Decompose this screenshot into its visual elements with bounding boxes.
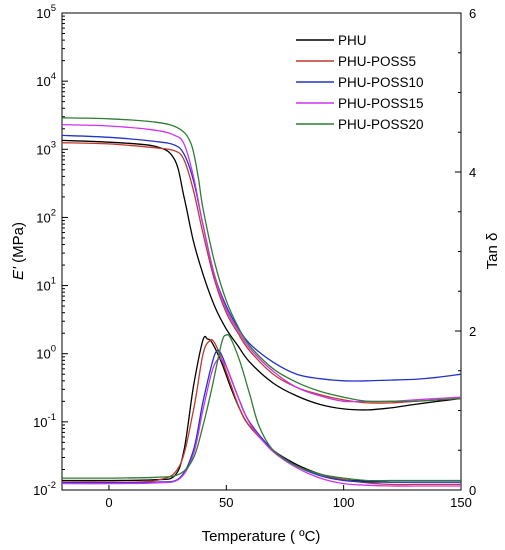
legend-label: PHU-POSS10	[338, 75, 424, 90]
modulus-curve	[61, 123, 462, 403]
tan-delta-curve	[61, 358, 461, 487]
y-left-axis-title: E' (MPa)	[10, 222, 27, 280]
tan-delta-curve	[61, 349, 461, 484]
tan-delta-curve	[61, 338, 462, 486]
modulus-curve	[61, 139, 462, 411]
modulus-curve	[61, 117, 462, 403]
y-left-axis-symbol: E'	[10, 266, 27, 280]
x-tick-label: 150	[450, 495, 472, 510]
x-tick-label: 100	[333, 495, 355, 510]
x-tick-label: 50	[219, 495, 233, 510]
legend-label: PHU-POSS15	[338, 96, 424, 111]
series-curves	[61, 117, 462, 487]
y-right-tick-label: 2	[469, 324, 476, 339]
x-tick-label: 0	[105, 495, 112, 510]
y-right-tick-label: 6	[469, 6, 476, 21]
x-axis-title: Temperature ( ºC)	[202, 528, 321, 545]
legend-label: PHU	[338, 33, 367, 48]
y-left-axis-unit: (MPa)	[10, 222, 27, 267]
y-right-axis-title: Tan δ	[484, 233, 501, 270]
legend: PHU PHU-POSS5 PHU-POSS10 PHU-POSS15 PHU-POSS…	[296, 33, 424, 132]
legend-label: PHU-POSS5	[338, 54, 416, 69]
legend-label: PHU-POSS20	[338, 117, 424, 132]
y-left-tick-label: 104	[36, 71, 56, 89]
y-right-tick-label: 0	[469, 483, 476, 498]
y-left-tick-label: 100	[36, 344, 56, 362]
y-left-tick-label: 102	[36, 207, 56, 225]
y-left-tick-label: 105	[36, 3, 56, 21]
y-left-tick-label: 10-1	[33, 412, 56, 430]
tan-delta-curve	[61, 334, 461, 482]
modulus-curve	[61, 134, 462, 382]
y-right-tick-label: 4	[469, 165, 476, 180]
y-left-tick-label: 10-2	[33, 480, 56, 498]
y-left-tick-label: 101	[36, 276, 56, 294]
y-left-tick-label: 103	[36, 139, 56, 157]
axis-ticks: 0 50 100 150 105 104 103 102 101 100 10-1 10-2 0 2 4 6	[33, 3, 476, 510]
modulus-curve	[61, 142, 462, 404]
